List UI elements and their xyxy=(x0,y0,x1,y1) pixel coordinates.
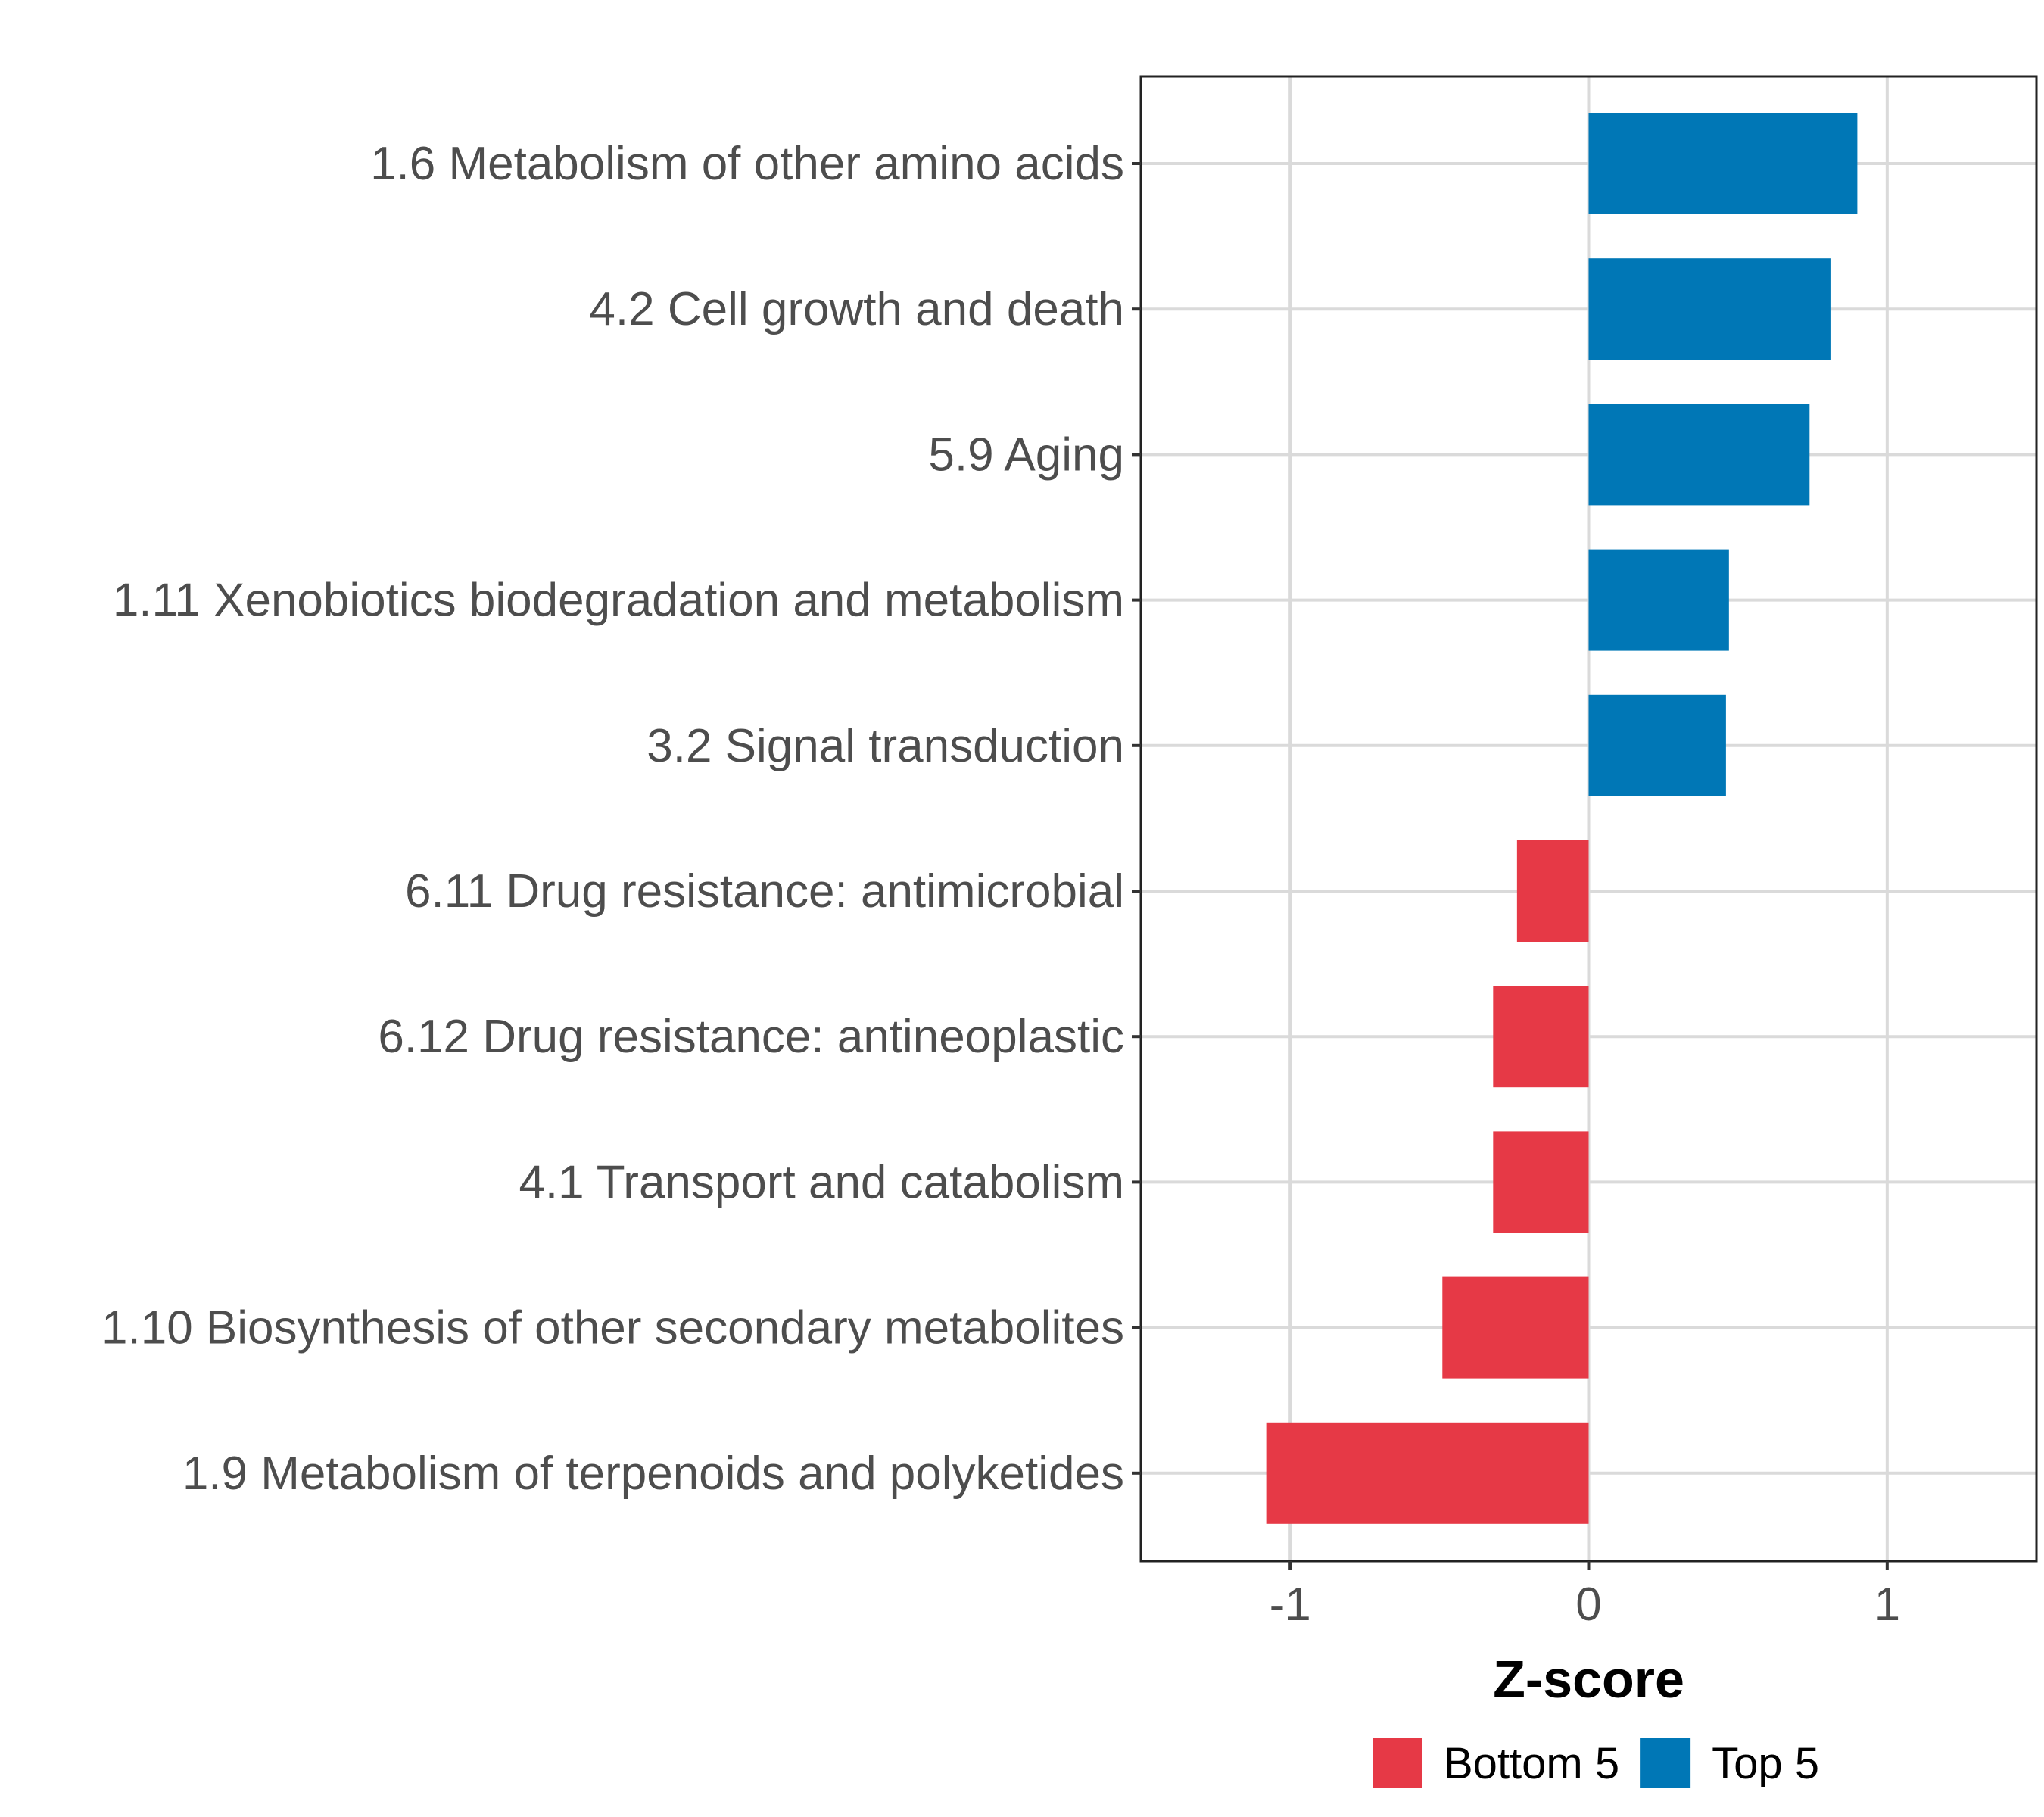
category-label: 1.9 Metabolism of terpenoids and polyket… xyxy=(182,1448,1124,1500)
category-label: 6.12 Drug resistance: antineoplastic xyxy=(378,1011,1124,1063)
bar xyxy=(1588,404,1810,506)
bar xyxy=(1588,694,1726,796)
category-label: 3.2 Signal transduction xyxy=(647,720,1124,772)
category-label: 4.2 Cell growth and death xyxy=(589,283,1124,335)
x-tick-label: 1 xyxy=(1874,1579,1900,1631)
category-label: 5.9 Aging xyxy=(928,429,1124,481)
category-label: 1.11 Xenobiotics biodegradation and meta… xyxy=(113,575,1124,627)
x-tick-label: 0 xyxy=(1575,1579,1601,1631)
legend-swatch xyxy=(1373,1738,1422,1788)
category-labels: 1.6 Metabolism of other amino acids 4.2 C… xyxy=(101,138,1124,1500)
legend-swatch xyxy=(1640,1738,1691,1788)
bar xyxy=(1516,840,1589,942)
category-label: 1.6 Metabolism of other amino acids xyxy=(370,138,1124,190)
legend-label: Top 5 xyxy=(1712,1739,1819,1788)
x-tick-label: -1 xyxy=(1270,1579,1311,1631)
legend: Bottom 5 Top 5 xyxy=(1373,1738,1819,1788)
bar xyxy=(1588,113,1858,214)
category-label: 4.1 Transport and catabolism xyxy=(519,1156,1124,1208)
bar xyxy=(1588,549,1729,651)
bar xyxy=(1442,1276,1589,1379)
category-label: 6.11 Drug resistance: antimicrobial xyxy=(405,865,1124,918)
bar xyxy=(1266,1422,1589,1524)
bar xyxy=(1493,1131,1589,1233)
bar xyxy=(1493,986,1589,1088)
bar-layer xyxy=(1266,113,1858,1524)
axis-layer: -1 0 1 xyxy=(1132,75,2038,1631)
x-axis-title: Z-score xyxy=(1493,1650,1684,1709)
category-label: 1.10 Biosynthesis of other secondary met… xyxy=(101,1302,1124,1354)
bar xyxy=(1588,258,1831,360)
legend-label: Bottom 5 xyxy=(1444,1739,1619,1788)
